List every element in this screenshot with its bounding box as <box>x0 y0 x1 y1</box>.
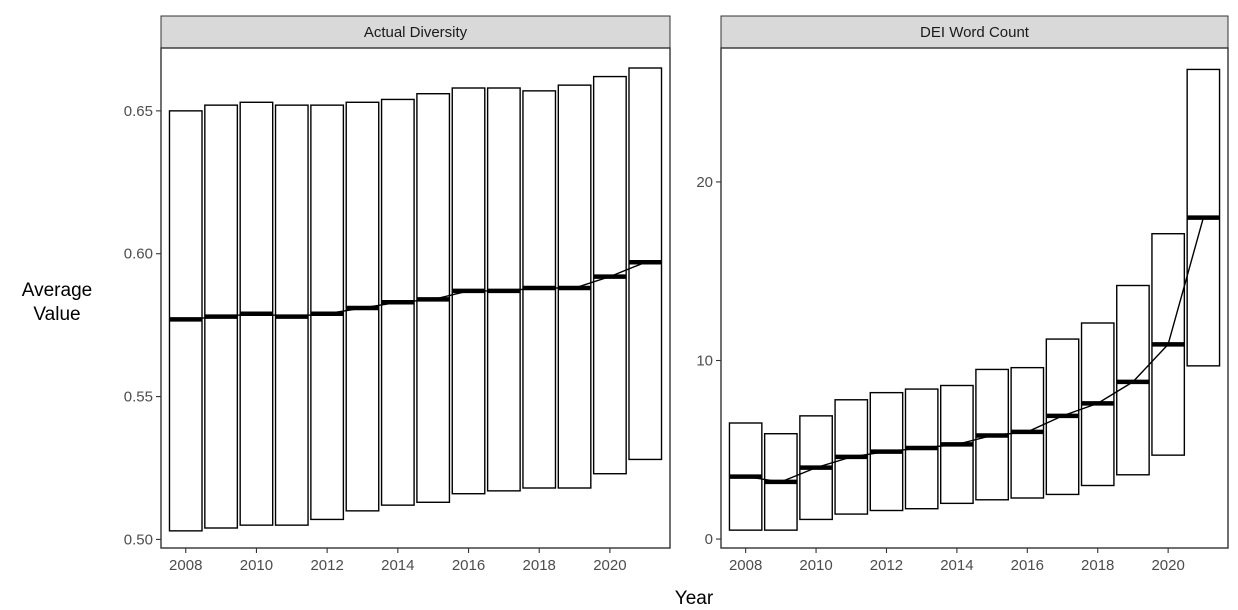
panel-border <box>720 47 1229 549</box>
y-tick-label: 0.60 <box>124 246 153 263</box>
x-tick-label: 2008 <box>169 557 202 574</box>
y-axis-title: Average Value <box>22 280 92 325</box>
panel-strip <box>160 15 671 49</box>
x-tick-label: 2012 <box>870 557 903 574</box>
x-axis-title: Year <box>675 588 714 609</box>
y-tick-label: 10 <box>696 353 713 370</box>
x-tick-label: 2010 <box>240 557 273 574</box>
y-tick-label: 0.55 <box>124 389 153 406</box>
panel-title: DEI Word Count <box>920 24 1030 41</box>
x-tick-label: 2020 <box>593 557 626 574</box>
y-tick-label: 0 <box>705 531 713 548</box>
x-tick-label: 2012 <box>310 557 343 574</box>
x-tick-label: 2020 <box>1151 557 1184 574</box>
y-axis-title-line: Average <box>22 280 92 301</box>
y-tick-label: 0.65 <box>124 103 153 120</box>
x-tick-label: 2014 <box>940 557 973 574</box>
panel-strip <box>720 15 1229 49</box>
x-tick-label: 2016 <box>452 557 485 574</box>
x-tick-label: 2010 <box>799 557 832 574</box>
x-tick-label: 2016 <box>1011 557 1044 574</box>
y-axis-title-line: Value <box>33 304 80 325</box>
x-tick-label: 2008 <box>729 557 762 574</box>
panel-title: Actual Diversity <box>364 24 468 41</box>
x-tick-label: 2014 <box>381 557 414 574</box>
y-tick-label: 20 <box>696 174 713 191</box>
x-tick-label: 2018 <box>1081 557 1114 574</box>
y-tick-label: 0.50 <box>124 531 153 548</box>
x-tick-label: 2018 <box>523 557 556 574</box>
panel-border <box>160 47 671 549</box>
